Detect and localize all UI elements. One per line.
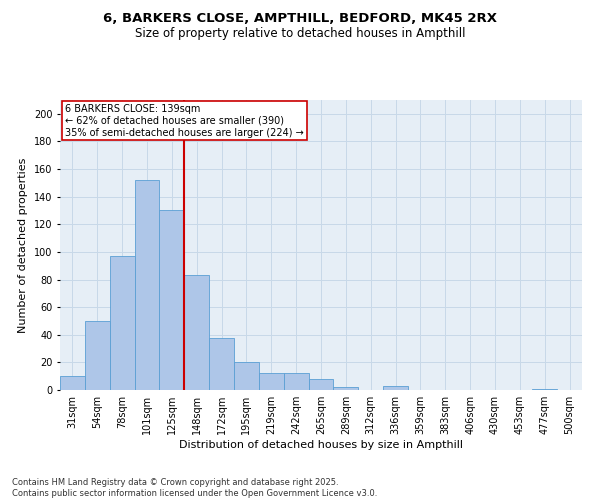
- Y-axis label: Number of detached properties: Number of detached properties: [19, 158, 28, 332]
- Bar: [259, 374, 284, 390]
- Bar: [85, 321, 110, 390]
- Bar: [134, 180, 160, 390]
- X-axis label: Distribution of detached houses by size in Ampthill: Distribution of detached houses by size …: [179, 440, 463, 450]
- Bar: [209, 338, 234, 390]
- Bar: [532, 388, 557, 390]
- Bar: [110, 256, 134, 390]
- Bar: [184, 276, 209, 390]
- Bar: [234, 362, 259, 390]
- Bar: [383, 386, 408, 390]
- Bar: [160, 210, 184, 390]
- Bar: [334, 387, 358, 390]
- Text: Contains HM Land Registry data © Crown copyright and database right 2025.
Contai: Contains HM Land Registry data © Crown c…: [12, 478, 377, 498]
- Bar: [284, 374, 308, 390]
- Text: Size of property relative to detached houses in Ampthill: Size of property relative to detached ho…: [135, 28, 465, 40]
- Bar: [60, 376, 85, 390]
- Bar: [308, 379, 334, 390]
- Text: 6, BARKERS CLOSE, AMPTHILL, BEDFORD, MK45 2RX: 6, BARKERS CLOSE, AMPTHILL, BEDFORD, MK4…: [103, 12, 497, 26]
- Text: 6 BARKERS CLOSE: 139sqm
← 62% of detached houses are smaller (390)
35% of semi-d: 6 BARKERS CLOSE: 139sqm ← 62% of detache…: [65, 104, 304, 138]
